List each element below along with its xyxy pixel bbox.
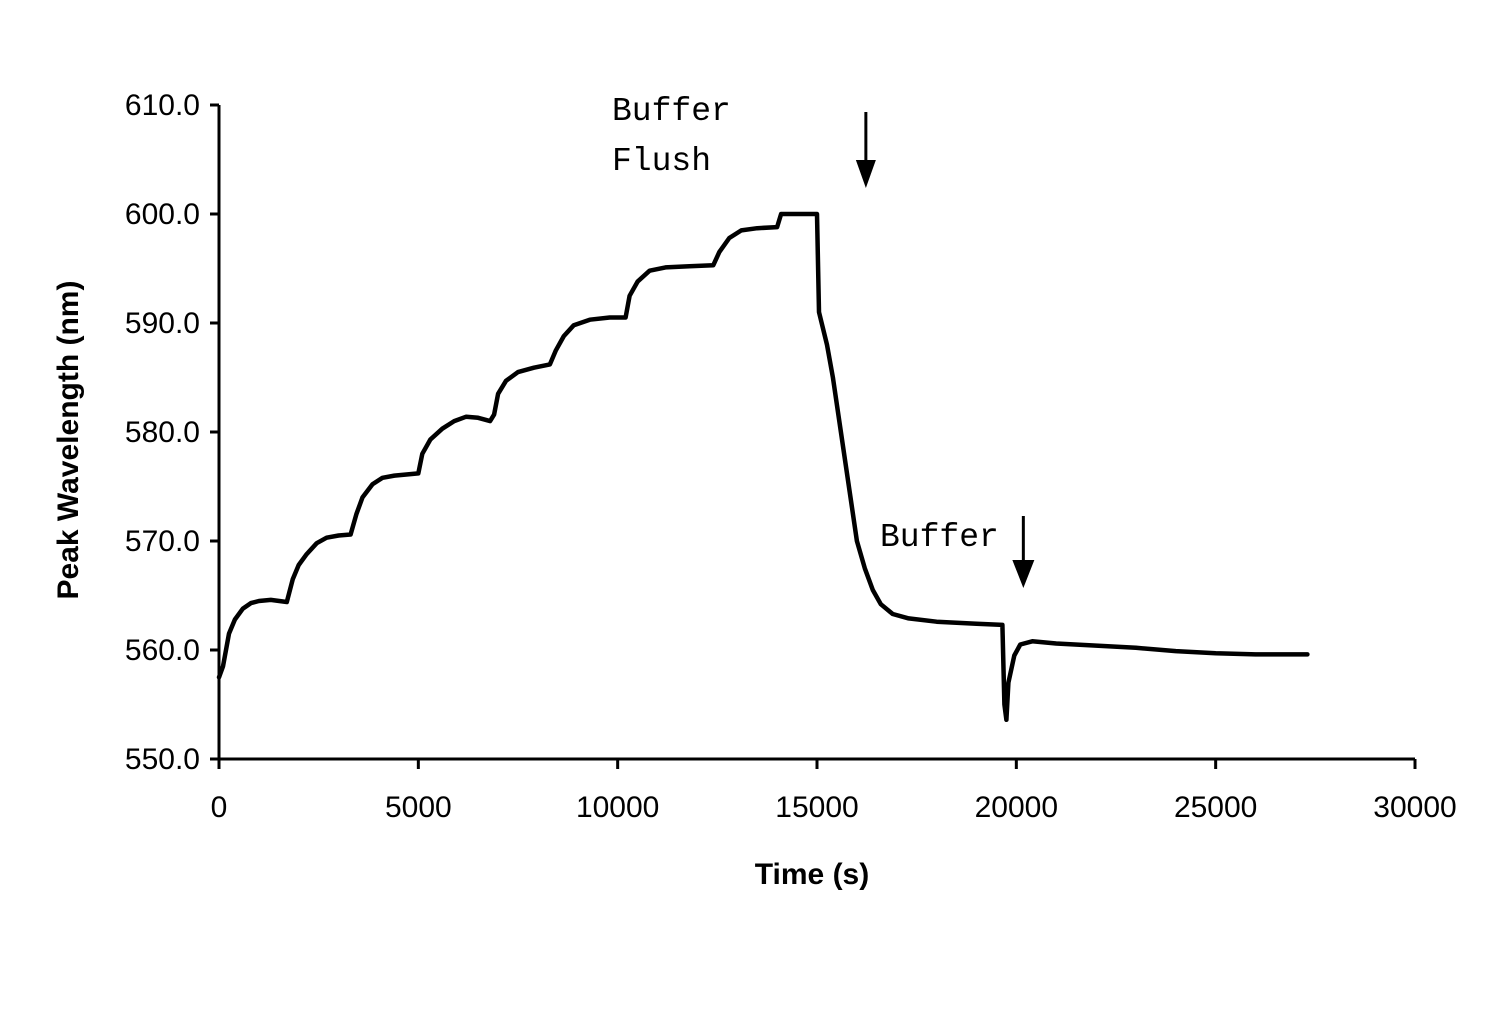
y-axis-title: Peak Wavelength (nm) [52,281,85,600]
x-tick-label: 5000 [385,791,452,824]
y-tick-label: 550.0 [125,743,200,776]
y-tick-label: 600.0 [125,198,200,231]
annotation-buffer: Buffer [880,519,999,556]
annotations: Buffer Flush Buffer [612,93,1034,588]
y-tick-label: 580.0 [125,416,200,449]
x-tick-label: 20000 [975,791,1058,824]
arrow-head-buffer [1012,560,1034,588]
arrow-head-buffer-flush [856,160,876,188]
x-tick-label: 0 [211,791,228,824]
y-tick-label: 560.0 [125,634,200,667]
y-tick-label: 590.0 [125,307,200,340]
x-tick-label: 15000 [775,791,858,824]
x-tick-label: 25000 [1174,791,1257,824]
annotation-buffer-flush: Buffer Flush [612,93,731,180]
annotation-line: Flush [612,143,711,180]
ticks: 550.0 560.0 570.0 580.0 590.0 600.0 610.0 0 5000… [125,89,1457,824]
y-tick-label: 570.0 [125,525,200,558]
x-tick-label: 10000 [576,791,659,824]
y-tick-label: 610.0 [125,89,200,122]
annotation-line: Buffer [612,93,731,130]
series-line [219,214,1307,720]
x-tick-label: 30000 [1373,791,1456,824]
axes [219,105,1415,759]
x-axis-title: Time (s) [755,858,869,891]
series [219,214,1307,720]
